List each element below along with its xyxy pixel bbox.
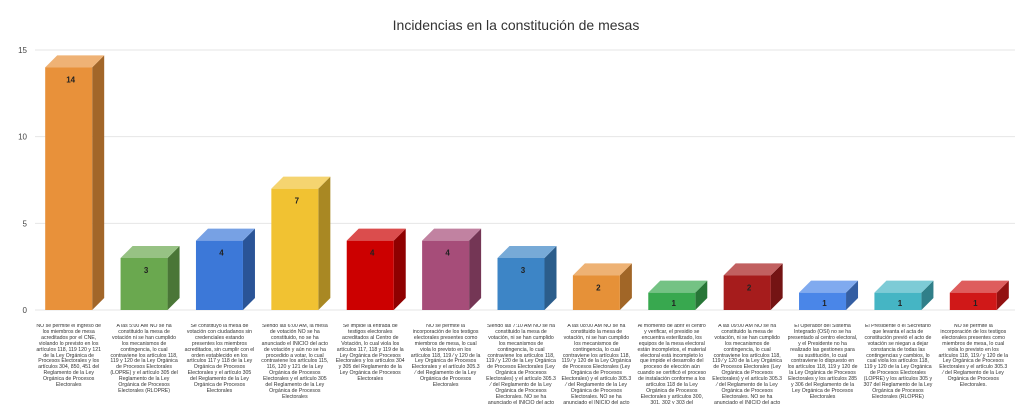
- bar-side: [393, 228, 406, 310]
- bar-top: [346, 228, 406, 241]
- bar-top: [723, 263, 783, 276]
- bar-top: [45, 55, 105, 68]
- data-label: 3: [144, 266, 149, 275]
- bar-top: [497, 246, 557, 258]
- bar-top: [572, 263, 632, 276]
- data-label: 2: [747, 283, 752, 292]
- data-label: 3: [521, 266, 526, 275]
- bar: [497, 246, 557, 310]
- x-category-label: Siendo las 6:00 AM, la mesa de votación …: [261, 324, 329, 400]
- data-label: 1: [973, 299, 978, 308]
- bar-front: [422, 240, 470, 310]
- data-label: 1: [672, 299, 677, 308]
- data-label: 4: [370, 249, 375, 258]
- bar-side: [318, 176, 331, 310]
- bar: [648, 280, 708, 310]
- bar-top: [799, 280, 859, 293]
- bar-top: [874, 280, 934, 293]
- bar: [346, 228, 406, 310]
- bar-side: [921, 280, 934, 310]
- x-category-label: Se constituyó la mesa de votación con ci…: [184, 324, 255, 394]
- bars: [45, 55, 1009, 311]
- bar-front: [120, 258, 168, 310]
- bar-side: [996, 280, 1009, 310]
- bar-top: [422, 228, 482, 241]
- bar-side: [846, 280, 859, 310]
- bar-side: [770, 263, 783, 310]
- bar-front: [572, 275, 620, 310]
- bar-front: [874, 292, 922, 310]
- bar-side: [242, 228, 255, 310]
- bar-side: [92, 55, 105, 311]
- x-category-label: El Operador del Sistema Integrado (OSI) …: [787, 324, 858, 400]
- bar-front: [648, 292, 696, 310]
- bar-side: [469, 228, 482, 310]
- bar: [949, 280, 1009, 310]
- bar: [723, 263, 783, 310]
- bar-side: [544, 246, 557, 310]
- y-axis-ticks: 0 5 10 15: [18, 46, 27, 315]
- bar-front: [346, 240, 394, 310]
- x-category-label: Siendo las 7:10 AM NO se ha constituido …: [486, 324, 556, 404]
- data-label: 2: [596, 283, 601, 292]
- x-category-label: El Presidente o el Secretario que levant…: [863, 324, 933, 400]
- bar-side: [619, 263, 632, 310]
- bar-side: [695, 280, 708, 310]
- bar-side: [167, 246, 180, 310]
- data-label: 4: [445, 249, 450, 258]
- data-label: 1: [898, 299, 903, 308]
- bar-front: [949, 292, 997, 310]
- y-tick-label: 5: [23, 219, 28, 228]
- x-category-label: NO se permite la incorporación de los te…: [410, 324, 481, 389]
- data-label: 4: [219, 249, 224, 258]
- bar-top: [271, 176, 331, 189]
- x-category-label: NO se permite la incorporación de los te…: [938, 324, 1009, 389]
- bar-top: [648, 280, 708, 293]
- bar-front: [45, 67, 93, 310]
- bar: [874, 280, 934, 310]
- bar: [120, 246, 180, 310]
- bar: [45, 55, 105, 311]
- bar-front: [497, 258, 545, 310]
- bar-top: [120, 246, 180, 258]
- y-tick-label: 15: [18, 46, 27, 55]
- y-tick-label: 0: [23, 306, 28, 315]
- bar-top: [949, 280, 1009, 293]
- data-label: 7: [295, 197, 300, 206]
- bar-front: [271, 188, 319, 310]
- bar: [572, 263, 632, 310]
- bar-top: [195, 228, 255, 241]
- x-category-label: NO se permite el ingreso de los miembros…: [36, 324, 102, 389]
- bar-front: [723, 275, 771, 310]
- bar: [195, 228, 255, 310]
- x-category-label: Al momento de abrir el centro y verifica…: [637, 324, 707, 404]
- bar: [799, 280, 859, 310]
- bar: [422, 228, 482, 310]
- bar-front: [195, 240, 243, 310]
- data-labels: 14 3 4 7 4 4 3 2 1 2 1 1 1: [66, 75, 978, 308]
- x-category-label: A las 09:00 AM NO se ha constituido la m…: [712, 324, 783, 404]
- x-category-label: A las 5:00 AM NO se ha constituido la me…: [110, 324, 178, 394]
- y-tick-label: 10: [18, 133, 27, 142]
- data-label: 14: [66, 75, 75, 84]
- bar-front: [799, 292, 847, 310]
- x-category-label: A las 08:00 AM NO se ha constituido la m…: [561, 324, 632, 404]
- data-label: 1: [822, 299, 827, 308]
- x-category-label: Se impide la entrada de testigos elector…: [335, 324, 405, 383]
- chart-title: Incidencias en la constitución de mesas: [393, 17, 640, 33]
- bar: [271, 176, 331, 310]
